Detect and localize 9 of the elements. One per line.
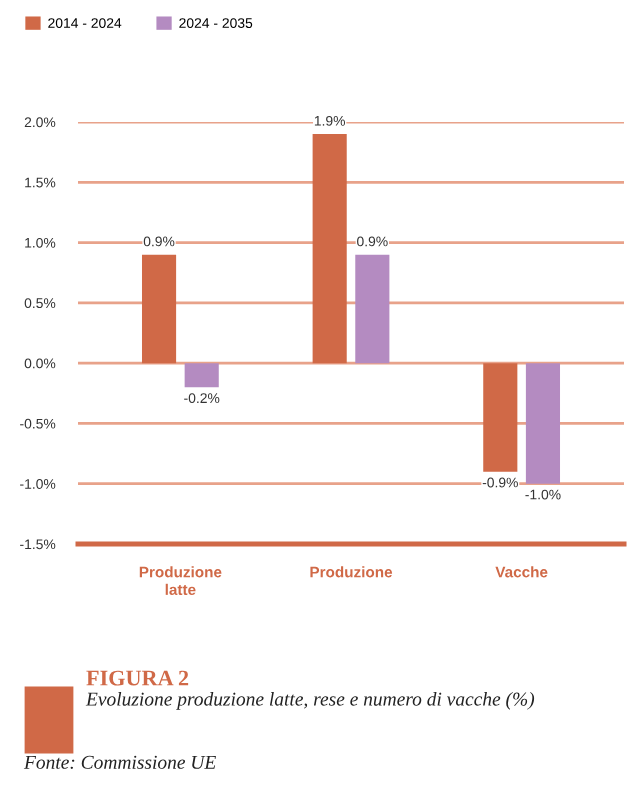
text: Evoluzione produzione latte, rese e numero di vacche (%) <box>85 692 535 710</box>
bar <box>184 363 219 388</box>
bar <box>355 254 390 364</box>
source-note: Fonte: Commissione UE <box>23 755 216 769</box>
bar <box>141 254 177 364</box>
bar <box>525 363 561 484</box>
bar <box>312 134 347 364</box>
bar <box>483 363 518 472</box>
text: FIGURA 2 <box>86 670 189 686</box>
